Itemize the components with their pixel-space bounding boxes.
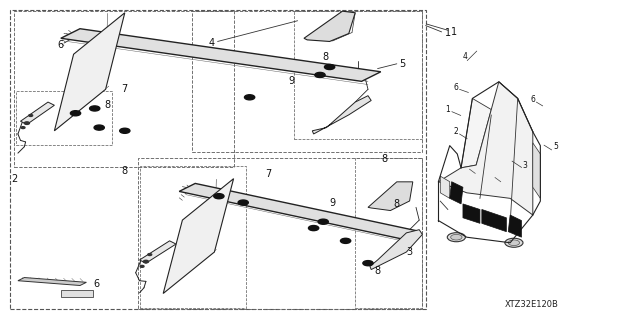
Circle shape <box>214 194 224 199</box>
Polygon shape <box>304 11 355 41</box>
Polygon shape <box>508 215 522 237</box>
Polygon shape <box>438 82 532 215</box>
Text: 3: 3 <box>522 161 527 170</box>
Circle shape <box>21 127 25 129</box>
Polygon shape <box>61 29 381 81</box>
Text: 8: 8 <box>322 52 328 63</box>
Circle shape <box>120 128 130 133</box>
Text: 1: 1 <box>445 28 451 39</box>
Polygon shape <box>532 143 540 198</box>
Circle shape <box>447 233 465 242</box>
Circle shape <box>94 125 104 130</box>
Text: 7: 7 <box>266 169 272 179</box>
Polygon shape <box>20 102 54 124</box>
Circle shape <box>451 234 462 240</box>
Circle shape <box>340 238 351 243</box>
Circle shape <box>90 106 100 111</box>
Polygon shape <box>370 230 422 270</box>
Circle shape <box>308 226 319 231</box>
Circle shape <box>70 111 81 116</box>
Text: 8: 8 <box>374 266 381 276</box>
Polygon shape <box>312 96 371 134</box>
Circle shape <box>324 64 335 70</box>
Text: 3: 3 <box>406 247 413 257</box>
Bar <box>294 11 422 139</box>
Circle shape <box>143 260 148 263</box>
Circle shape <box>505 238 523 247</box>
Polygon shape <box>440 176 450 198</box>
Polygon shape <box>179 183 419 239</box>
Text: 9: 9 <box>330 197 336 208</box>
Circle shape <box>24 122 29 124</box>
Bar <box>10 10 426 309</box>
Bar <box>14 11 234 167</box>
Bar <box>355 158 422 308</box>
Text: 2: 2 <box>453 127 458 136</box>
Polygon shape <box>499 82 532 132</box>
Text: 6: 6 <box>93 279 99 289</box>
Bar <box>16 91 112 145</box>
Text: 8: 8 <box>381 154 387 165</box>
Bar <box>140 166 246 308</box>
Polygon shape <box>163 179 234 293</box>
Polygon shape <box>450 182 463 204</box>
Text: 6: 6 <box>531 95 536 104</box>
Polygon shape <box>18 278 86 286</box>
Text: 5: 5 <box>399 59 405 69</box>
Polygon shape <box>368 182 413 211</box>
Circle shape <box>318 219 328 224</box>
Circle shape <box>148 254 152 256</box>
Circle shape <box>29 115 33 116</box>
Text: 8: 8 <box>122 166 128 176</box>
Polygon shape <box>54 13 125 131</box>
Text: 4: 4 <box>462 52 467 61</box>
Text: 5: 5 <box>553 142 558 151</box>
Bar <box>138 158 422 309</box>
Circle shape <box>315 72 325 78</box>
Circle shape <box>140 265 144 267</box>
Text: 2: 2 <box>11 174 17 184</box>
Text: 6: 6 <box>453 83 458 92</box>
Circle shape <box>363 261 373 266</box>
Polygon shape <box>461 99 492 168</box>
Polygon shape <box>140 241 176 263</box>
Circle shape <box>508 240 520 246</box>
Text: 8: 8 <box>104 100 111 110</box>
Text: 6: 6 <box>57 40 63 50</box>
Text: 1: 1 <box>445 105 451 114</box>
Text: 1: 1 <box>451 27 458 37</box>
Text: 9: 9 <box>288 76 294 86</box>
Text: 7: 7 <box>122 84 128 94</box>
Text: 8: 8 <box>394 199 400 209</box>
Circle shape <box>238 200 248 205</box>
Text: XTZ32E120B: XTZ32E120B <box>504 300 558 309</box>
Circle shape <box>244 95 255 100</box>
Polygon shape <box>463 204 480 223</box>
Text: 4: 4 <box>208 38 214 48</box>
Polygon shape <box>61 290 93 297</box>
Bar <box>192 11 422 152</box>
Polygon shape <box>482 210 506 232</box>
